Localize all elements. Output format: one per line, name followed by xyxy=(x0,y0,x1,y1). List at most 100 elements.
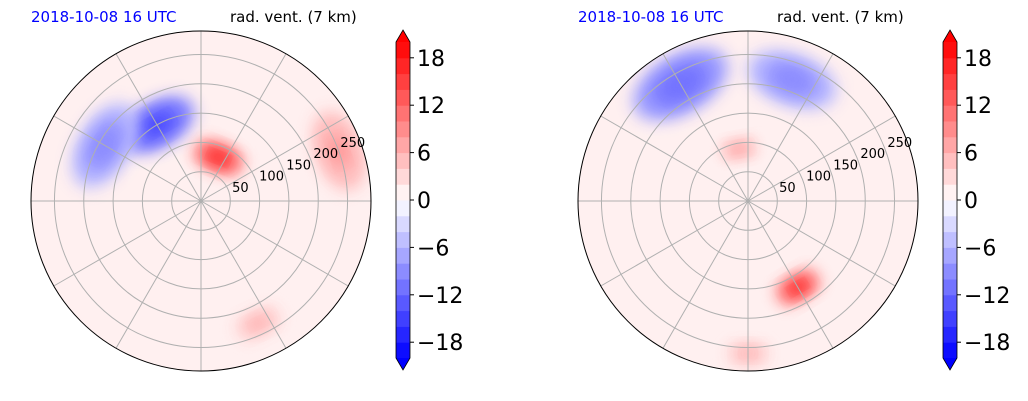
colorbar-level-15 xyxy=(943,105,957,122)
radial-tick-label-3: 200 xyxy=(313,147,338,162)
azimuth-gridline-7 xyxy=(53,115,202,202)
polar-frame xyxy=(30,30,372,372)
azimuth-gridline-1 xyxy=(200,200,349,287)
colorbar-level-9 xyxy=(943,200,957,217)
colorbar-level-12 xyxy=(396,152,410,169)
colorbar-extend-max xyxy=(396,30,410,42)
colorbar-tick-label-3: 0 xyxy=(417,189,431,214)
azimuth-gridline-2 xyxy=(747,200,834,349)
variable-title-right: rad. vent. (7 km) xyxy=(777,8,904,26)
colorbar-level-16 xyxy=(396,89,410,106)
colorbar-tick-label-2: 6 xyxy=(417,142,431,167)
variable-title-left: rad. vent. (7 km) xyxy=(230,8,357,26)
colorbar-level-4 xyxy=(943,279,957,296)
azimuth-gridline-2 xyxy=(200,200,287,349)
colorbar-level-1 xyxy=(396,326,410,343)
azimuth-gridline-4 xyxy=(115,200,202,349)
radial-tick-label-4: 250 xyxy=(887,136,912,151)
colorbar-level-0 xyxy=(396,342,410,359)
azimuth-gridline-4 xyxy=(662,200,749,349)
radial-tick-label-2: 150 xyxy=(286,158,311,173)
azimuth-gridline-5 xyxy=(53,200,202,287)
colorbar-level-17 xyxy=(943,73,957,90)
colorbar-tick-label-0: 18 xyxy=(417,47,445,72)
colorbar-level-16 xyxy=(943,89,957,106)
colorbar-level-19 xyxy=(943,42,957,59)
colorbar-level-7 xyxy=(396,231,410,248)
colorbar-tick-label-1: 12 xyxy=(964,94,992,119)
date-label-right: 2018-10-08 16 UTC xyxy=(578,8,724,26)
colorbar-tick-label-5: −12 xyxy=(417,284,463,309)
colorbar-tick-label-5: −12 xyxy=(964,284,1010,309)
polar-frame xyxy=(577,30,919,372)
colorbar-level-4 xyxy=(396,279,410,296)
azimuth-gridline-11 xyxy=(747,115,896,202)
colorbar-level-13 xyxy=(396,136,410,154)
colorbar-tick-label-4: −6 xyxy=(964,236,996,261)
colorbar-level-5 xyxy=(943,263,957,280)
colorbar-level-8 xyxy=(943,215,957,233)
colorbar-level-18 xyxy=(396,57,410,75)
colorbar-level-15 xyxy=(396,105,410,122)
colorbar-level-19 xyxy=(396,42,410,59)
radial-tick-label-1: 100 xyxy=(259,170,284,185)
colorbar-tick-label-1: 12 xyxy=(417,94,445,119)
colorbar-tick-label-0: 18 xyxy=(964,47,992,72)
azimuth-gridline-11 xyxy=(200,115,349,202)
colorbar-tick-label-6: −18 xyxy=(964,331,1010,356)
colorbar-level-7 xyxy=(943,231,957,248)
field-feature-0-level-3 xyxy=(212,153,225,162)
colorbar-level-10 xyxy=(943,184,957,201)
field-feature-3-level-3 xyxy=(734,146,744,152)
azimuth-gridline-10 xyxy=(747,53,834,202)
polar-panel-right: 50 100 150 200 250 18 12 6 0 −6 −12 −18 2018-10-08 … xyxy=(547,0,1028,401)
colorbar-level-2 xyxy=(396,310,410,327)
colorbar-level-12 xyxy=(943,152,957,169)
colorbar-level-14 xyxy=(943,121,957,138)
colorbar-tick-label-4: −6 xyxy=(417,236,449,261)
radial-tick-label-0: 50 xyxy=(779,181,796,196)
colorbar-outline xyxy=(395,29,411,371)
radial-tick-label-3: 200 xyxy=(860,147,885,162)
radial-tick-label-2: 150 xyxy=(833,158,858,173)
colorbar-level-11 xyxy=(396,168,410,185)
colorbar-level-6 xyxy=(943,247,957,264)
colorbar-level-0 xyxy=(943,342,957,359)
azimuth-gridline-8 xyxy=(662,53,749,202)
colorbar-level-2 xyxy=(943,310,957,327)
colorbar-level-10 xyxy=(396,184,410,201)
colorbar-level-5 xyxy=(396,263,410,280)
polar-panel-left: 50 100 150 200 250 18 12 6 0 −6 −12 −18 2018-10-08 … xyxy=(30,8,463,372)
azimuth-gridline-5 xyxy=(600,200,749,287)
colorbar-level-8 xyxy=(396,215,410,233)
field-feature-4-level-3 xyxy=(252,319,264,328)
colorbar-extend-min xyxy=(396,358,410,370)
colorbar-level-3 xyxy=(943,294,957,312)
colorbar-level-6 xyxy=(396,247,410,264)
colorbar-level-9 xyxy=(396,200,410,217)
colorbar-outline xyxy=(942,29,958,371)
azimuth-gridline-1 xyxy=(747,200,896,287)
radial-tick-label-4: 250 xyxy=(340,136,365,151)
colorbar-level-18 xyxy=(943,57,957,75)
colorbar-tick-label-3: 0 xyxy=(964,189,978,214)
colorbar-tick-label-6: −18 xyxy=(417,331,463,356)
azimuth-gridline-8 xyxy=(115,53,202,202)
azimuth-gridline-7 xyxy=(600,115,749,202)
field-feature-1-level-3 xyxy=(780,72,804,88)
colorbar-tick-label-2: 6 xyxy=(964,142,978,167)
colorbar-level-1 xyxy=(943,326,957,343)
azimuth-gridline-10 xyxy=(200,53,287,202)
radial-tick-label-1: 100 xyxy=(806,170,831,185)
colorbar-level-3 xyxy=(396,294,410,312)
colorbar-extend-min xyxy=(943,358,957,370)
colorbar-level-11 xyxy=(943,168,957,185)
colorbar-level-14 xyxy=(396,121,410,138)
colorbar-level-17 xyxy=(396,73,410,90)
colorbar-level-13 xyxy=(943,136,957,154)
colorbar-extend-max xyxy=(943,30,957,42)
radial-tick-label-0: 50 xyxy=(232,181,249,196)
date-label-left: 2018-10-08 16 UTC xyxy=(31,8,177,26)
